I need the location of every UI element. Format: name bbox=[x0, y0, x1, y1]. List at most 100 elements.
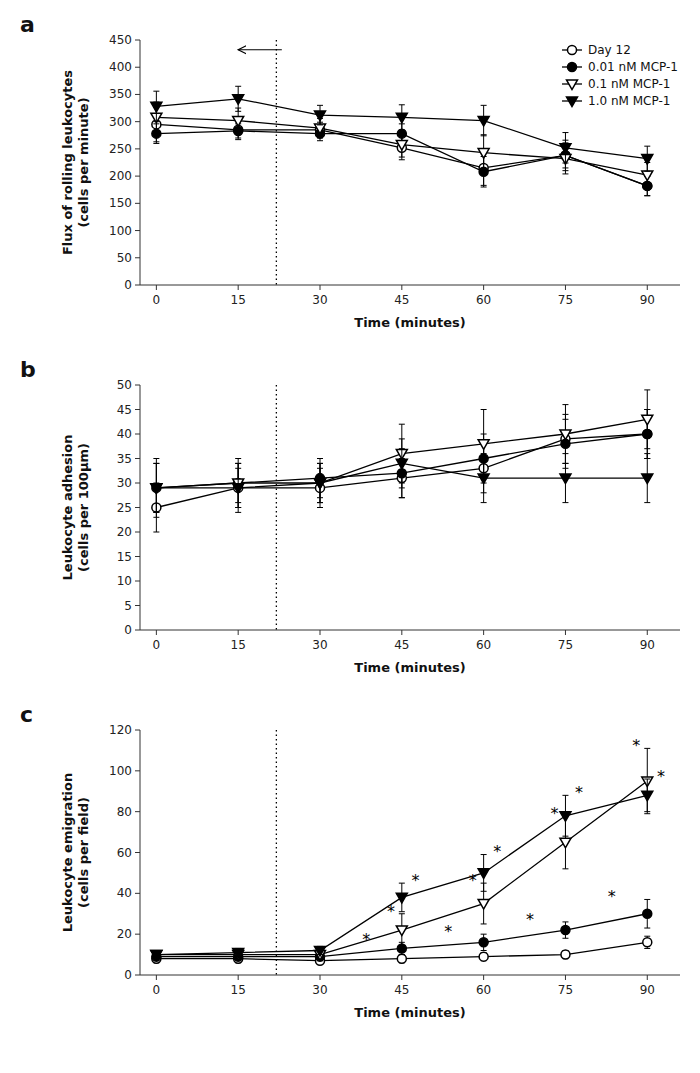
y-tick-label: 100 bbox=[109, 764, 132, 778]
x-tick bbox=[238, 975, 239, 980]
annotation-text: * bbox=[632, 736, 640, 755]
marker bbox=[315, 111, 326, 121]
series-line bbox=[156, 99, 647, 159]
y-tick-label: 5 bbox=[124, 599, 132, 613]
marker bbox=[643, 938, 652, 947]
marker bbox=[478, 149, 489, 159]
legend: Day 120.01 nM MCP-10.1 nM MCP-11.0 nM MC… bbox=[562, 43, 678, 108]
y-tick-label: 10 bbox=[117, 574, 132, 588]
series bbox=[152, 410, 652, 533]
y-tick-label: 80 bbox=[117, 805, 132, 819]
y-tick-label: 250 bbox=[109, 142, 132, 156]
y-tick bbox=[135, 230, 140, 231]
x-tick bbox=[156, 285, 157, 290]
marker bbox=[479, 952, 488, 961]
y-tick-label: 400 bbox=[109, 60, 132, 74]
y-tick-label: 25 bbox=[117, 501, 132, 515]
y-tick-label: 60 bbox=[117, 846, 132, 860]
x-axis-label: Time (minutes) bbox=[354, 315, 465, 330]
y-axis-label-line: (cells per field) bbox=[76, 797, 91, 908]
series bbox=[152, 107, 652, 196]
legend-marker bbox=[567, 80, 578, 90]
y-tick bbox=[135, 630, 140, 631]
x-tick bbox=[401, 975, 402, 980]
panel: 0153045607590020406080100120Time (minute… bbox=[20, 702, 680, 1020]
marker bbox=[478, 440, 489, 450]
y-tick bbox=[135, 605, 140, 606]
series-line bbox=[156, 795, 647, 954]
series bbox=[151, 86, 653, 171]
y-tick-label: 100 bbox=[109, 224, 132, 238]
y-tick-label: 40 bbox=[117, 427, 132, 441]
x-tick-label: 60 bbox=[476, 293, 491, 307]
marker bbox=[478, 869, 489, 879]
annotation-text: * bbox=[362, 930, 370, 949]
marker bbox=[315, 946, 326, 956]
marker bbox=[315, 124, 326, 134]
marker bbox=[315, 479, 326, 489]
annotation-text: * bbox=[608, 887, 616, 906]
y-tick-label: 450 bbox=[109, 33, 132, 47]
y-tick bbox=[135, 483, 140, 484]
y-tick bbox=[135, 121, 140, 122]
legend-marker bbox=[568, 63, 577, 72]
arrow bbox=[238, 49, 282, 50]
panel-label: c bbox=[20, 702, 33, 727]
annotation-text: * bbox=[469, 871, 477, 890]
y-axis-label-line: (cells per 100μm) bbox=[76, 443, 91, 572]
marker bbox=[396, 113, 407, 123]
y-tick bbox=[135, 40, 140, 41]
legend-item: 0.01 nM MCP-1 bbox=[562, 60, 678, 74]
y-tick-label: 350 bbox=[109, 87, 132, 101]
y-axis-label-line: (cells per minute) bbox=[76, 97, 91, 227]
y-tick bbox=[135, 556, 140, 557]
x-tick-label: 30 bbox=[312, 638, 327, 652]
legend-item: 0.1 nM MCP-1 bbox=[562, 77, 670, 91]
marker bbox=[151, 950, 162, 960]
y-tick-label: 30 bbox=[117, 476, 132, 490]
figure: 0153045607590050100150200250300350400450… bbox=[0, 0, 700, 1073]
legend-marker bbox=[567, 97, 578, 107]
y-tick-label: 15 bbox=[117, 550, 132, 564]
x-tick-label: 30 bbox=[312, 293, 327, 307]
x-tick bbox=[401, 630, 402, 635]
x-tick-label: 45 bbox=[394, 638, 409, 652]
series bbox=[151, 439, 653, 513]
annotation-text: * bbox=[493, 842, 501, 861]
y-tick-label: 50 bbox=[117, 378, 132, 392]
marker bbox=[233, 948, 244, 958]
y-tick-label: 200 bbox=[109, 169, 132, 183]
plot-area bbox=[151, 730, 653, 975]
y-tick bbox=[135, 67, 140, 68]
reference-line bbox=[276, 40, 277, 285]
marker bbox=[151, 102, 162, 112]
series-line bbox=[156, 131, 647, 186]
legend-marker bbox=[568, 46, 577, 55]
y-tick bbox=[135, 893, 140, 894]
marker bbox=[560, 144, 571, 154]
y-tick bbox=[135, 581, 140, 582]
annotation-text: * bbox=[444, 922, 452, 941]
x-axis bbox=[140, 285, 680, 286]
marker bbox=[397, 954, 406, 963]
x-axis-label: Time (minutes) bbox=[354, 1005, 465, 1020]
series bbox=[151, 102, 653, 187]
y-tick bbox=[135, 148, 140, 149]
series bbox=[151, 779, 653, 960]
y-axis-label: Leukocyte adhesion(cells per 100μm) bbox=[60, 435, 91, 581]
y-tick bbox=[135, 458, 140, 459]
reference-line bbox=[276, 730, 277, 975]
panel-label: a bbox=[20, 12, 35, 37]
annotation-text: * bbox=[411, 871, 419, 890]
x-tick-label: 45 bbox=[394, 293, 409, 307]
marker bbox=[396, 893, 407, 903]
marker bbox=[233, 95, 244, 105]
series bbox=[151, 390, 653, 517]
plot-area bbox=[151, 385, 653, 630]
marker bbox=[642, 171, 653, 181]
x-tick-label: 90 bbox=[640, 293, 655, 307]
x-tick bbox=[483, 285, 484, 290]
x-tick bbox=[320, 630, 321, 635]
x-tick-label: 75 bbox=[558, 293, 573, 307]
x-tick bbox=[156, 630, 157, 635]
